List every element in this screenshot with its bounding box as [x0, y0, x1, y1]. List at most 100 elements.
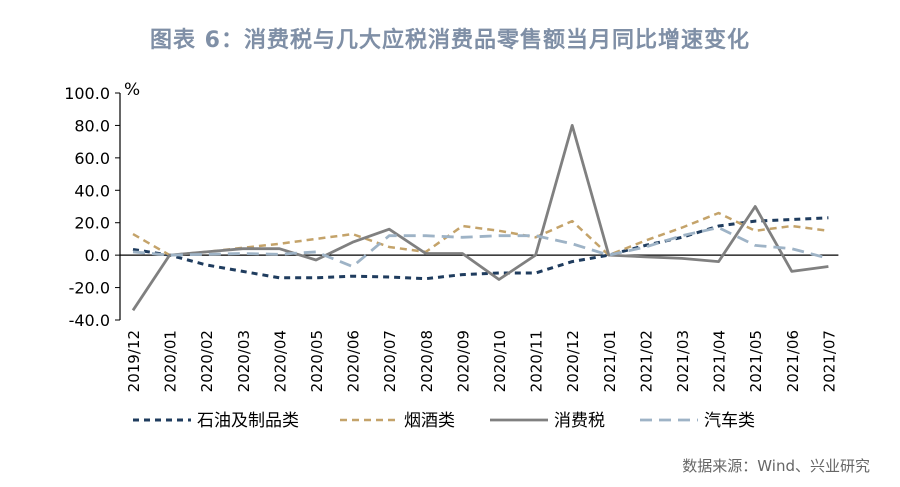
y-tick-label: 20.0: [74, 214, 110, 233]
legend-label: 烟酒类: [404, 411, 455, 431]
x-tick-label: 2020/08: [418, 330, 436, 392]
x-tick-label: 2021/04: [711, 330, 729, 392]
x-tick-label: 2021/02: [637, 330, 655, 392]
data-point: [827, 217, 829, 219]
data-point: [205, 253, 207, 255]
y-tick-label: 100.0: [64, 84, 110, 103]
x-tick-label: 2021/03: [674, 330, 692, 392]
data-point: [351, 265, 353, 267]
data-point: [278, 253, 280, 255]
data-point: [644, 246, 646, 248]
x-tick-label: 2019/12: [125, 330, 143, 392]
x-tick-label: 2020/06: [345, 330, 363, 392]
x-tick-label: 2020/12: [564, 330, 582, 392]
series-lines: [131, 124, 829, 312]
data-point: [827, 257, 829, 259]
y-axis-unit-label: %: [124, 80, 140, 100]
data-point: [461, 236, 463, 238]
data-point: [717, 226, 719, 228]
data-point: [791, 247, 793, 249]
data-point: [315, 259, 317, 261]
chart-axes: -40.0 -20.0 0.0 20.0 40.0 60.0 80.0 100.0 % 2019/…: [64, 80, 839, 392]
data-point: [791, 225, 793, 227]
x-tick-label: 2020/07: [381, 330, 399, 392]
data-point: [132, 233, 134, 235]
legend-label: 石油及制品类: [197, 411, 299, 431]
data-source-note: 数据来源：Wind、兴业研究: [682, 457, 870, 475]
data-point: [461, 273, 463, 275]
data-point: [205, 251, 207, 253]
data-point: [498, 272, 500, 274]
data-point: [351, 233, 353, 235]
series-line-3: [131, 124, 829, 312]
x-tick-label: 2020/02: [198, 330, 216, 392]
data-point: [205, 264, 207, 266]
x-tick-label: 2020/11: [528, 330, 546, 392]
data-point: [425, 234, 427, 236]
x-tick-label: 2021/01: [601, 330, 619, 392]
legend-label: 消费税: [554, 411, 605, 431]
x-tick-label: 2021/05: [747, 330, 765, 392]
data-point: [534, 234, 536, 236]
data-point: [571, 260, 573, 262]
data-point: [717, 260, 719, 262]
series-line-4: [132, 226, 829, 268]
x-tick-label: 2020/09: [454, 330, 472, 392]
data-point: [315, 251, 317, 253]
data-point: [132, 309, 134, 311]
data-point: [278, 277, 280, 279]
data-point: [644, 256, 646, 258]
x-tick-label: 2020/04: [271, 330, 289, 392]
data-point: [791, 218, 793, 220]
y-tick-label: 80.0: [74, 116, 110, 135]
data-point: [827, 230, 829, 232]
data-point: [278, 243, 280, 245]
y-tick-label: 40.0: [74, 181, 110, 200]
chart-title: 图表 6：消费税与几大应税消费品零售额当月同比增速变化: [150, 28, 750, 53]
data-point: [351, 275, 353, 277]
data-point: [754, 220, 756, 222]
data-point: [827, 265, 829, 267]
data-point: [534, 272, 536, 274]
x-tick-label: 2020/10: [491, 330, 509, 392]
data-point: [717, 212, 719, 214]
x-tick-label: 2021/07: [820, 330, 838, 392]
x-tick-label: 2021/06: [784, 330, 802, 392]
data-point: [754, 205, 756, 207]
data-point: [132, 248, 134, 250]
data-point: [498, 230, 500, 232]
x-tick-label: 2020/03: [235, 330, 253, 392]
data-point: [242, 247, 244, 249]
data-point: [388, 228, 390, 230]
data-point: [681, 234, 683, 236]
data-point: [388, 276, 390, 278]
data-point: [754, 244, 756, 246]
data-point: [168, 254, 170, 256]
y-tick-label: -40.0: [69, 311, 110, 330]
data-point: [644, 239, 646, 241]
data-point: [754, 230, 756, 232]
x-tick-label: 2020/05: [308, 330, 326, 392]
data-point: [351, 241, 353, 243]
data-point: [791, 270, 793, 272]
chart-legend: 石油及制品类 烟酒类 消费税 汽车类: [133, 411, 755, 431]
data-point: [498, 278, 500, 280]
data-point: [571, 124, 573, 126]
y-tick-label: 60.0: [74, 149, 110, 168]
data-point: [278, 247, 280, 249]
data-point: [315, 238, 317, 240]
data-point: [608, 254, 610, 256]
data-point: [242, 252, 244, 254]
data-point: [242, 270, 244, 272]
data-point: [461, 225, 463, 227]
x-tick-label: 2020/01: [162, 330, 180, 392]
data-point: [681, 226, 683, 228]
data-point: [498, 234, 500, 236]
series-line-2: [132, 211, 829, 257]
data-point: [571, 243, 573, 245]
y-tick-label: 0.0: [85, 246, 110, 265]
data-point: [388, 246, 390, 248]
data-point: [425, 277, 427, 279]
data-point: [681, 257, 683, 259]
legend-label: 汽车类: [704, 411, 755, 431]
